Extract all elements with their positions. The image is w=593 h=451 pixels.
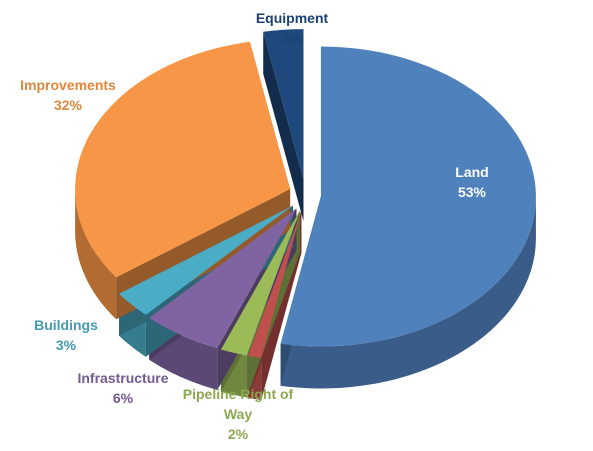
slice xyxy=(149,208,297,348)
slice xyxy=(119,205,293,315)
category-name: Infrastructure xyxy=(77,370,169,386)
value-label: 3% xyxy=(55,337,77,353)
value-label: 2% xyxy=(227,426,249,442)
slice-wall xyxy=(263,31,304,222)
slice xyxy=(75,41,291,278)
category-name: Equipment xyxy=(255,10,329,26)
slice xyxy=(220,210,301,356)
category-name: Pipeline Right of Way xyxy=(182,386,294,422)
slice-side xyxy=(280,196,536,389)
slice-label: Buildings 3% xyxy=(21,315,111,355)
slice-label: Land 53% xyxy=(432,162,512,202)
category-name: Improvements xyxy=(20,77,116,93)
slice-label: Infrastructure 6% xyxy=(63,368,183,408)
value-label: 6% xyxy=(112,390,134,406)
category-name: Land xyxy=(455,164,489,180)
slice xyxy=(263,29,304,180)
value-label: 32% xyxy=(53,97,83,113)
slice-side xyxy=(75,189,117,320)
value-label: 3% xyxy=(281,30,303,46)
value-label: 53% xyxy=(457,184,487,200)
category-name: Buildings xyxy=(34,317,98,333)
slice-label: Improvements 32% xyxy=(3,75,133,115)
slice-tops xyxy=(75,29,536,358)
slice xyxy=(280,46,536,347)
slice-label: Equipment 3% xyxy=(242,8,342,48)
slice xyxy=(248,210,302,358)
slice-label: Pipeline Right of Way 2% xyxy=(178,384,298,444)
